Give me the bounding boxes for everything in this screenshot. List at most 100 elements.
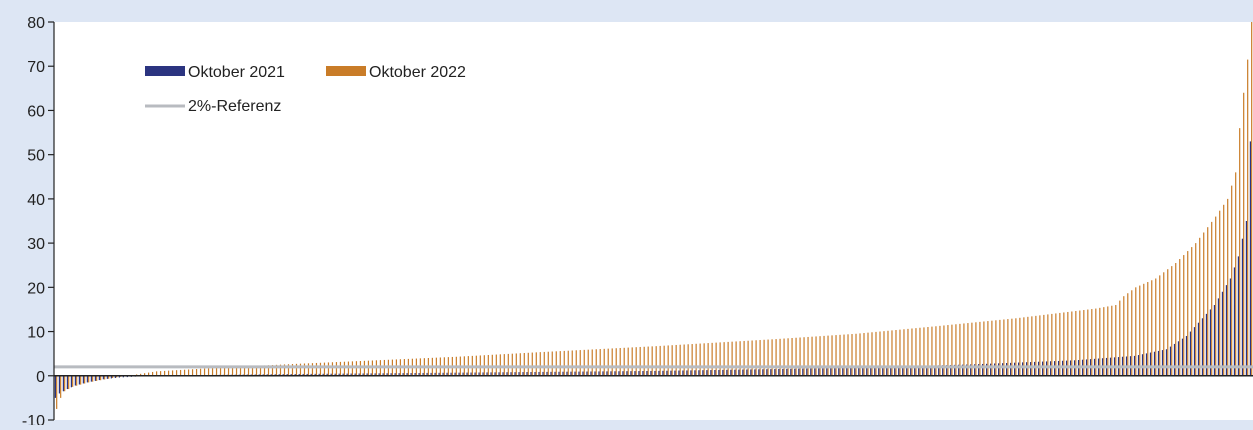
bar-oktober-2021 [566, 371, 568, 376]
bar-oktober-2021 [370, 373, 372, 376]
bar-oktober-2021 [1002, 363, 1004, 376]
bar-oktober-2022 [223, 367, 226, 376]
bar-oktober-2021 [390, 373, 392, 376]
bar-oktober-2021 [1145, 353, 1148, 376]
bar-oktober-2021 [726, 369, 728, 376]
bar-oktober-2022 [963, 323, 965, 376]
bar-oktober-2021 [910, 366, 912, 376]
bar-oktober-2021 [430, 372, 432, 376]
bar-oktober-2021 [774, 369, 776, 376]
bar-oktober-2021 [794, 368, 796, 376]
bar-oktober-2021 [998, 363, 1000, 376]
bar-oktober-2022 [987, 321, 989, 376]
bar-oktober-2021 [1205, 313, 1208, 376]
bar-oktober-2021 [914, 366, 916, 376]
bar-oktober-2022 [619, 348, 621, 376]
bar-oktober-2022 [191, 369, 194, 376]
bar-oktober-2021 [798, 368, 800, 376]
bar-oktober-2022 [531, 352, 533, 376]
bar-oktober-2021 [306, 373, 308, 376]
bar-oktober-2021 [298, 373, 300, 376]
bar-oktober-2021 [70, 375, 72, 388]
bar-oktober-2021 [290, 374, 292, 376]
bar-oktober-2021 [466, 372, 468, 376]
bar-oktober-2022 [1239, 128, 1241, 376]
legend-swatch-2021 [145, 66, 185, 76]
bar-oktober-2022 [583, 349, 585, 376]
legend: Oktober 2021 Oktober 2022 2%-Referenz [145, 64, 466, 115]
bar-oktober-2022 [999, 319, 1001, 376]
bar-oktober-2022 [819, 336, 821, 376]
bar-oktober-2021 [722, 369, 724, 376]
bar-oktober-2022 [251, 366, 254, 376]
bar-oktober-2022 [967, 323, 969, 376]
bar-oktober-2022 [1195, 243, 1197, 376]
bar-oktober-2022 [755, 340, 757, 376]
bar-oktober-2021 [294, 374, 296, 376]
bar-oktober-2022 [887, 330, 889, 376]
bar-oktober-2022 [1143, 283, 1145, 376]
bar-oktober-2021 [478, 372, 480, 376]
bar-oktober-2021 [446, 372, 448, 376]
bar-oktober-2021 [982, 363, 984, 376]
bar-oktober-2021 [486, 372, 488, 376]
bar-oktober-2022 [140, 373, 142, 376]
bar-oktober-2022 [144, 373, 146, 376]
bar-oktober-2021 [1233, 267, 1236, 376]
bar-oktober-2022 [943, 325, 945, 376]
bar-oktober-2022 [711, 342, 713, 376]
bar-oktober-2021 [1021, 362, 1024, 376]
bar-oktober-2021 [610, 371, 612, 376]
bar-oktober-2021 [278, 374, 280, 376]
bar-oktober-2022 [1155, 278, 1157, 376]
y-tick-label: 40 [27, 192, 45, 209]
bar-oktober-2021 [938, 365, 940, 376]
bar-oktober-2022 [116, 375, 118, 378]
bar-oktober-2021 [754, 369, 756, 376]
bar-oktober-2022 [539, 352, 541, 376]
bar-oktober-2022 [815, 336, 817, 376]
bar-oktober-2022 [1043, 314, 1045, 376]
bar-oktober-2022 [100, 375, 102, 381]
bar-oktober-2022 [867, 332, 869, 376]
bar-oktober-2022 [319, 362, 322, 376]
bar-oktober-2022 [551, 351, 553, 376]
bar-oktober-2021 [1225, 285, 1228, 376]
bar-oktober-2022 [955, 324, 957, 376]
y-tick-label: 60 [27, 103, 45, 120]
bar-oktober-2021 [402, 373, 404, 376]
bar-oktober-2022 [951, 324, 953, 376]
bar-oktober-2021 [1045, 361, 1048, 376]
bar-oktober-2021 [330, 373, 332, 376]
bar-oktober-2022 [295, 363, 298, 376]
bar-oktober-2022 [939, 325, 941, 376]
bar-oktober-2021 [86, 375, 88, 383]
bar-oktober-2021 [790, 368, 792, 376]
bar-oktober-2022 [1243, 92, 1245, 376]
bar-oktober-2022 [1175, 263, 1177, 376]
bar-oktober-2022 [931, 326, 933, 376]
bar-oktober-2021 [358, 373, 360, 376]
bar-oktober-2022 [1067, 311, 1069, 376]
bar-oktober-2021 [1249, 141, 1251, 376]
bar-oktober-2022 [751, 340, 753, 376]
bar-oktober-2022 [1071, 311, 1073, 376]
bar-oktober-2022 [515, 353, 517, 376]
bar-oktober-2021 [650, 370, 652, 376]
bar-oktober-2022 [683, 344, 685, 376]
bar-oktober-2021 [742, 369, 744, 376]
bar-oktober-2021 [906, 366, 908, 376]
bar-oktober-2021 [1049, 361, 1052, 376]
bar-oktober-2022 [1235, 172, 1237, 376]
bar-oktober-2022 [843, 334, 845, 376]
bar-oktober-2021 [618, 371, 620, 376]
bar-oktober-2021 [90, 375, 92, 382]
bar-oktober-2022 [1119, 300, 1121, 376]
bar-oktober-2022 [351, 361, 354, 376]
bar-oktober-2021 [806, 368, 808, 376]
bar-oktober-2022 [847, 334, 849, 376]
bar-oktober-2022 [879, 331, 881, 376]
bar-oktober-2022 [219, 367, 222, 376]
bar-oktober-2022 [595, 349, 597, 376]
y-tick-label: 80 [27, 15, 45, 32]
